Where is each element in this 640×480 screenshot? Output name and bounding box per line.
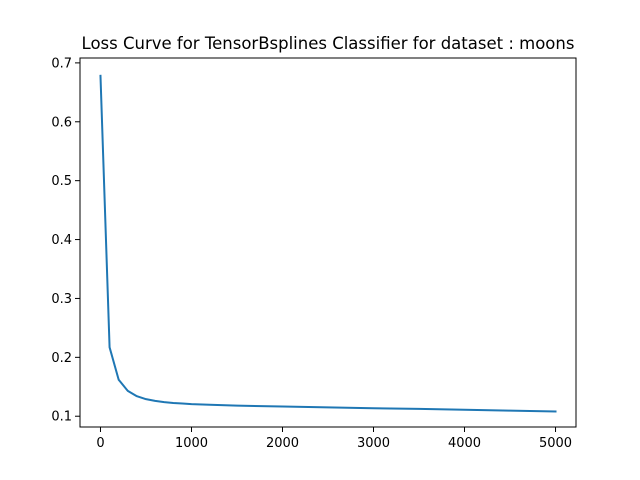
y-tick-label: 0.5: [51, 174, 72, 189]
x-tick-label: 5000: [539, 436, 572, 451]
x-tick-label: 0: [96, 436, 104, 451]
x-tick-label: 3000: [357, 436, 390, 451]
y-tick-label: 0.7: [51, 56, 72, 71]
y-tick-label: 0.1: [51, 410, 72, 425]
x-tick-label: 4000: [448, 436, 481, 451]
loss-series-line: [99, 74, 557, 413]
y-tick-label: 0.4: [51, 233, 72, 248]
y-axis: 0.1 0.2 0.3 0.4 0.5 0.6 0.7: [51, 56, 80, 425]
x-tick-label: 1000: [175, 436, 208, 451]
axes-frame: [79, 57, 577, 428]
x-tick-label: 2000: [266, 436, 299, 451]
chart-title: Loss Curve for TensorBsplines Classifier…: [82, 34, 575, 53]
x-axis: 0 1000 2000 3000 4000 5000: [96, 427, 572, 451]
y-tick-label: 0.3: [51, 292, 72, 307]
y-tick-label: 0.2: [51, 351, 72, 366]
y-tick-label: 0.6: [51, 115, 72, 130]
plot-area: [99, 74, 557, 413]
